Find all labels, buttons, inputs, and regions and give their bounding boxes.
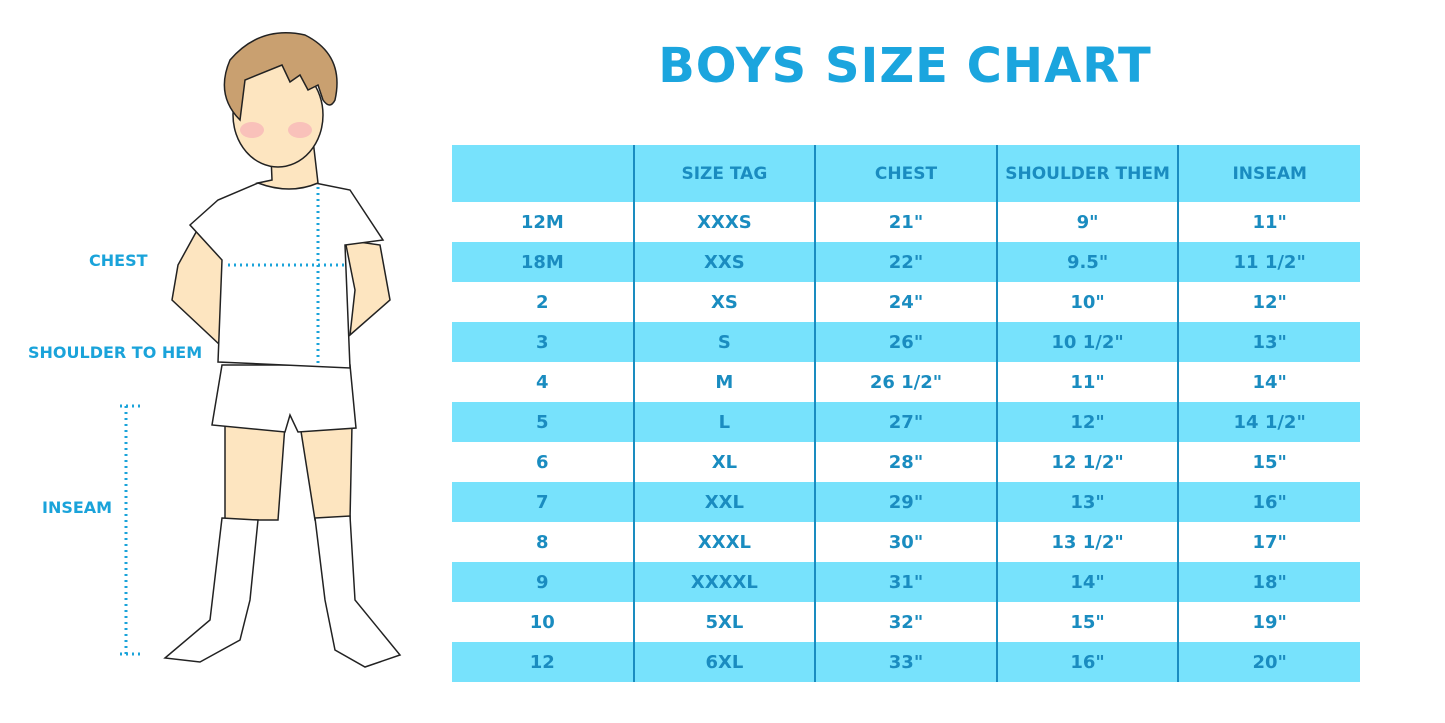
boy-illustration xyxy=(120,32,402,668)
table-cell: L xyxy=(632,402,816,442)
table-cell: 10 1/2" xyxy=(995,322,1179,362)
table-cell: 7 xyxy=(452,482,634,522)
table-cell: 16" xyxy=(1177,482,1360,522)
table-cell: 11 1/2" xyxy=(1177,242,1360,282)
inseam-label: INSEAM xyxy=(42,498,113,517)
shoulder-to-hem-label: SHOULDER TO HEM xyxy=(28,343,203,362)
table-cell: 24" xyxy=(814,282,997,322)
chest-label: CHEST xyxy=(89,251,148,270)
column-header: CHEST xyxy=(814,145,997,202)
table-cell: 30" xyxy=(814,522,997,562)
table-cell: 4 xyxy=(536,371,549,393)
table-cell: 14 1/2" xyxy=(1177,402,1360,442)
table-row: 9 XXXXL 31" 14" 18" xyxy=(452,562,1360,602)
table-cell: 13" xyxy=(1177,322,1360,362)
column-header: SIZE TAG xyxy=(632,145,816,202)
table-cell: 26 1/2" xyxy=(814,362,997,402)
table-cell: 11" xyxy=(995,362,1179,402)
table-cell: 12 1/2" xyxy=(995,442,1179,482)
table-cell: XXXXL xyxy=(632,562,816,602)
table-cell: 8 xyxy=(536,531,549,553)
table-cell: 16" xyxy=(995,642,1179,682)
column-header: SHOULDER THEM xyxy=(995,145,1179,202)
table-cell: 17" xyxy=(1177,522,1360,562)
table-cell: 12" xyxy=(995,402,1179,442)
table-cell: 32" xyxy=(814,602,997,642)
table-cell: 12 xyxy=(452,642,634,682)
table-cell: 21" xyxy=(814,202,997,242)
table-row: 4 M 26 1/2" 11" 14" xyxy=(452,362,1360,402)
table-cell: 9.5" xyxy=(995,242,1179,282)
size-chart-table: SIZE TAG CHEST SHOULDER THEM INSEAM 12M X… xyxy=(452,145,1360,682)
table-cell: 15" xyxy=(1177,442,1360,482)
table-row: 5 L 27" 12" 14 1/2" xyxy=(452,402,1360,442)
table-row: 6 XL 28" 12 1/2" 15" xyxy=(452,442,1360,482)
table-cell: 13 1/2" xyxy=(995,522,1179,562)
table-cell: 9 xyxy=(452,562,634,602)
table-cell: 18M xyxy=(452,242,634,282)
table-cell: 31" xyxy=(814,562,997,602)
table-cell: 26" xyxy=(814,322,997,362)
table-cell: 9" xyxy=(995,202,1179,242)
table-cell: 10" xyxy=(995,282,1179,322)
table-cell: 11" xyxy=(1177,202,1360,242)
table-header-row: SIZE TAG CHEST SHOULDER THEM INSEAM xyxy=(452,145,1360,202)
page-title: BOYS SIZE CHART xyxy=(658,38,1152,94)
table-cell: 6XL xyxy=(632,642,816,682)
table-row: 10 5XL 32" 15" 19" xyxy=(452,602,1360,642)
table-row: 8 XXXL 30" 13 1/2" 17" xyxy=(452,522,1360,562)
table-cell: XXXS xyxy=(632,202,816,242)
table-cell: XXL xyxy=(632,482,816,522)
table-cell: XS xyxy=(632,282,816,322)
table-cell: M xyxy=(632,362,816,402)
table-cell: 28" xyxy=(814,442,997,482)
column-header xyxy=(452,145,634,202)
table-cell: 20" xyxy=(1177,642,1360,682)
table-cell: XXXL xyxy=(632,522,816,562)
table-cell: 19" xyxy=(1177,602,1360,642)
table-cell: 14" xyxy=(1177,362,1360,402)
table-cell: 29" xyxy=(814,482,997,522)
table-cell: 13" xyxy=(995,482,1179,522)
table-cell: 33" xyxy=(814,642,997,682)
table-cell: XL xyxy=(632,442,816,482)
table-cell: 27" xyxy=(814,402,997,442)
table-cell: 2 xyxy=(536,291,549,313)
column-header: INSEAM xyxy=(1177,145,1360,202)
table-cell: XXS xyxy=(632,242,816,282)
table-cell: 6 xyxy=(536,451,549,473)
table-cell: 12M xyxy=(520,211,564,233)
table-cell: 18" xyxy=(1177,562,1360,602)
table-cell: 5XL xyxy=(632,602,816,642)
table-row: 3 S 26" 10 1/2" 13" xyxy=(452,322,1360,362)
table-cell: 14" xyxy=(995,562,1179,602)
table-cell: 22" xyxy=(814,242,997,282)
table-cell: 5 xyxy=(452,402,634,442)
table-cell: 10 xyxy=(529,611,555,633)
table-row: 12M XXXS 21" 9" 11" xyxy=(452,202,1360,242)
table-cell: 3 xyxy=(452,322,634,362)
table-cell: 12" xyxy=(1177,282,1360,322)
table-cell: 15" xyxy=(995,602,1179,642)
table-row: 7 XXL 29" 13" 16" xyxy=(452,482,1360,522)
table-row: 2 XS 24" 10" 12" xyxy=(452,282,1360,322)
table-row: 12 6XL 33" 16" 20" xyxy=(452,642,1360,682)
table-cell: S xyxy=(632,322,816,362)
table-row: 18M XXS 22" 9.5" 11 1/2" xyxy=(452,242,1360,282)
